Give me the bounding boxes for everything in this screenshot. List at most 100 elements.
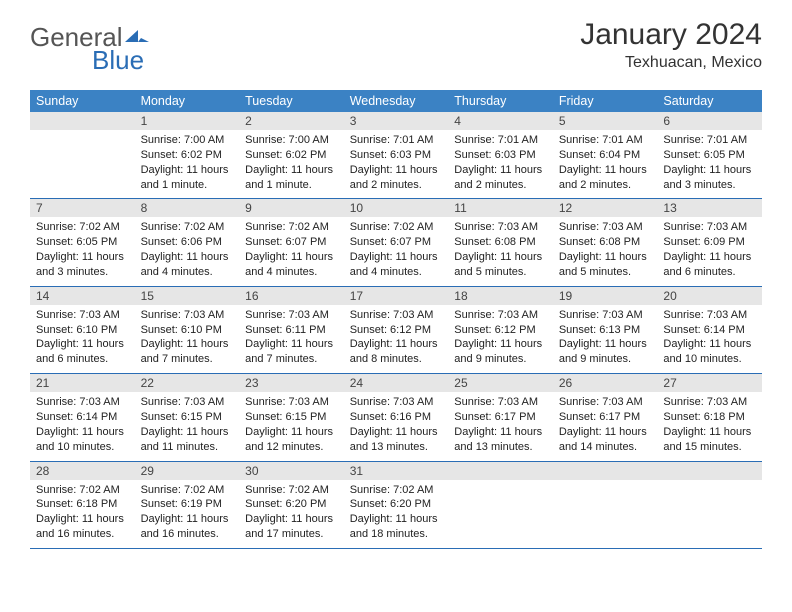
day-number (448, 462, 553, 480)
sunrise-text: Sunrise: 7:03 AM (141, 395, 234, 410)
daylight-text: Daylight: 11 hours and 6 minutes. (36, 337, 129, 367)
day-cell: 20Sunrise: 7:03 AMSunset: 6:14 PMDayligh… (657, 287, 762, 373)
day-cell (657, 462, 762, 548)
day-cell: 14Sunrise: 7:03 AMSunset: 6:10 PMDayligh… (30, 287, 135, 373)
week-row: 1Sunrise: 7:00 AMSunset: 6:02 PMDaylight… (30, 112, 762, 199)
daylight-text: Daylight: 11 hours and 12 minutes. (245, 425, 338, 455)
sunset-text: Sunset: 6:15 PM (141, 410, 234, 425)
day-body: Sunrise: 7:03 AMSunset: 6:14 PMDaylight:… (30, 392, 135, 460)
logo: GeneralBlue (30, 18, 149, 76)
day-number: 11 (448, 199, 553, 217)
day-number: 6 (657, 112, 762, 130)
day-body (30, 130, 135, 139)
daylight-text: Daylight: 11 hours and 10 minutes. (663, 337, 756, 367)
day-number: 24 (344, 374, 449, 392)
day-cell: 29Sunrise: 7:02 AMSunset: 6:19 PMDayligh… (135, 462, 240, 548)
sunrise-text: Sunrise: 7:02 AM (350, 483, 443, 498)
day-cell: 1Sunrise: 7:00 AMSunset: 6:02 PMDaylight… (135, 112, 240, 198)
daylight-text: Daylight: 11 hours and 9 minutes. (559, 337, 652, 367)
sunset-text: Sunset: 6:17 PM (559, 410, 652, 425)
day-cell: 11Sunrise: 7:03 AMSunset: 6:08 PMDayligh… (448, 199, 553, 285)
day-cell: 10Sunrise: 7:02 AMSunset: 6:07 PMDayligh… (344, 199, 449, 285)
sunset-text: Sunset: 6:11 PM (245, 323, 338, 338)
sunrise-text: Sunrise: 7:03 AM (454, 308, 547, 323)
day-number: 2 (239, 112, 344, 130)
day-body: Sunrise: 7:03 AMSunset: 6:12 PMDaylight:… (344, 305, 449, 373)
day-cell: 16Sunrise: 7:03 AMSunset: 6:11 PMDayligh… (239, 287, 344, 373)
month-title: January 2024 (580, 18, 762, 52)
day-cell: 25Sunrise: 7:03 AMSunset: 6:17 PMDayligh… (448, 374, 553, 460)
day-number: 13 (657, 199, 762, 217)
day-number: 5 (553, 112, 658, 130)
day-cell: 22 Sunrise: 7:03 AMSunset: 6:15 PMDayligh… (135, 374, 240, 460)
day-body: Sunrise: 7:03 AMSunset: 6:10 PMDaylight:… (135, 305, 240, 373)
day-body: Sunrise: 7:03 AMSunset: 6:13 PMDaylight:… (553, 305, 658, 373)
sunrise-text: Sunrise: 7:01 AM (559, 133, 652, 148)
daylight-text: Daylight: 11 hours and 17 minutes. (245, 512, 338, 542)
sunrise-text: Sunrise: 7:02 AM (245, 483, 338, 498)
day-number: 21 (30, 374, 135, 392)
sunrise-text: Sunrise: 7:02 AM (350, 220, 443, 235)
sunset-text: Sunset: 6:05 PM (663, 148, 756, 163)
sunset-text: Sunset: 6:13 PM (559, 323, 652, 338)
day-cell: 27Sunrise: 7:03 AMSunset: 6:18 PMDayligh… (657, 374, 762, 460)
daylight-text: Daylight: 11 hours and 11 minutes. (141, 425, 234, 455)
sunrise-text: Sunrise: 7:03 AM (350, 395, 443, 410)
daylight-text: Daylight: 11 hours and 2 minutes. (454, 163, 547, 193)
daylight-text: Daylight: 11 hours and 4 minutes. (245, 250, 338, 280)
day-number: 4 (448, 112, 553, 130)
daylight-text: Daylight: 11 hours and 4 minutes. (141, 250, 234, 280)
day-cell (448, 462, 553, 548)
sunset-text: Sunset: 6:20 PM (350, 497, 443, 512)
sunset-text: Sunset: 6:12 PM (350, 323, 443, 338)
day-body: Sunrise: 7:02 AMSunset: 6:20 PMDaylight:… (239, 480, 344, 548)
daylight-text: Daylight: 11 hours and 8 minutes. (350, 337, 443, 367)
day-number: 8 (135, 199, 240, 217)
sunrise-text: Sunrise: 7:03 AM (663, 395, 756, 410)
daylight-text: Daylight: 11 hours and 13 minutes. (350, 425, 443, 455)
sunrise-text: Sunrise: 7:00 AM (245, 133, 338, 148)
sunrise-text: Sunrise: 7:03 AM (663, 220, 756, 235)
sunset-text: Sunset: 6:14 PM (663, 323, 756, 338)
day-cell: 15Sunrise: 7:03 AMSunset: 6:10 PMDayligh… (135, 287, 240, 373)
day-number: 26 (553, 374, 658, 392)
day-cell: 17Sunrise: 7:03 AMSunset: 6:12 PMDayligh… (344, 287, 449, 373)
day-number: 15 (135, 287, 240, 305)
sunset-text: Sunset: 6:19 PM (141, 497, 234, 512)
sunset-text: Sunset: 6:18 PM (663, 410, 756, 425)
sunset-text: Sunset: 6:06 PM (141, 235, 234, 250)
daylight-text: Daylight: 11 hours and 3 minutes. (663, 163, 756, 193)
sunrise-text: Sunrise: 7:02 AM (141, 220, 234, 235)
sunset-text: Sunset: 6:03 PM (350, 148, 443, 163)
day-cell: 6Sunrise: 7:01 AMSunset: 6:05 PMDaylight… (657, 112, 762, 198)
sunset-text: Sunset: 6:10 PM (141, 323, 234, 338)
day-cell: 18Sunrise: 7:03 AMSunset: 6:12 PMDayligh… (448, 287, 553, 373)
day-number: 18 (448, 287, 553, 305)
daylight-text: Daylight: 11 hours and 16 minutes. (141, 512, 234, 542)
sunrise-text: Sunrise: 7:00 AM (141, 133, 234, 148)
day-cell: 24Sunrise: 7:03 AMSunset: 6:16 PMDayligh… (344, 374, 449, 460)
sunset-text: Sunset: 6:02 PM (245, 148, 338, 163)
day-cell: 26Sunrise: 7:03 AMSunset: 6:17 PMDayligh… (553, 374, 658, 460)
daylight-text: Daylight: 11 hours and 1 minute. (141, 163, 234, 193)
sunrise-text: Sunrise: 7:03 AM (454, 220, 547, 235)
day-body: Sunrise: 7:03 AMSunset: 6:15 PMDaylight:… (239, 392, 344, 460)
day-body: Sunrise: 7:03 AMSunset: 6:08 PMDaylight:… (448, 217, 553, 285)
dayname-row: Sunday Monday Tuesday Wednesday Thursday… (30, 90, 762, 112)
day-number: 22 (135, 374, 240, 392)
sunrise-text: Sunrise: 7:02 AM (36, 220, 129, 235)
week-row: 14Sunrise: 7:03 AMSunset: 6:10 PMDayligh… (30, 287, 762, 374)
day-body: Sunrise: 7:03 AMSunset: 6:18 PMDaylight:… (657, 392, 762, 460)
daylight-text: Daylight: 11 hours and 2 minutes. (350, 163, 443, 193)
day-number: 28 (30, 462, 135, 480)
week-row: 7Sunrise: 7:02 AMSunset: 6:05 PMDaylight… (30, 199, 762, 286)
day-cell: 5Sunrise: 7:01 AMSunset: 6:04 PMDaylight… (553, 112, 658, 198)
day-cell: 31Sunrise: 7:02 AMSunset: 6:20 PMDayligh… (344, 462, 449, 548)
sunset-text: Sunset: 6:18 PM (36, 497, 129, 512)
day-cell: 13Sunrise: 7:03 AMSunset: 6:09 PMDayligh… (657, 199, 762, 285)
day-number: 19 (553, 287, 658, 305)
sunset-text: Sunset: 6:08 PM (454, 235, 547, 250)
dayname: Sunday (30, 90, 135, 112)
day-cell: 3Sunrise: 7:01 AMSunset: 6:03 PMDaylight… (344, 112, 449, 198)
day-body: Sunrise: 7:03 AMSunset: 6:10 PMDaylight:… (30, 305, 135, 373)
